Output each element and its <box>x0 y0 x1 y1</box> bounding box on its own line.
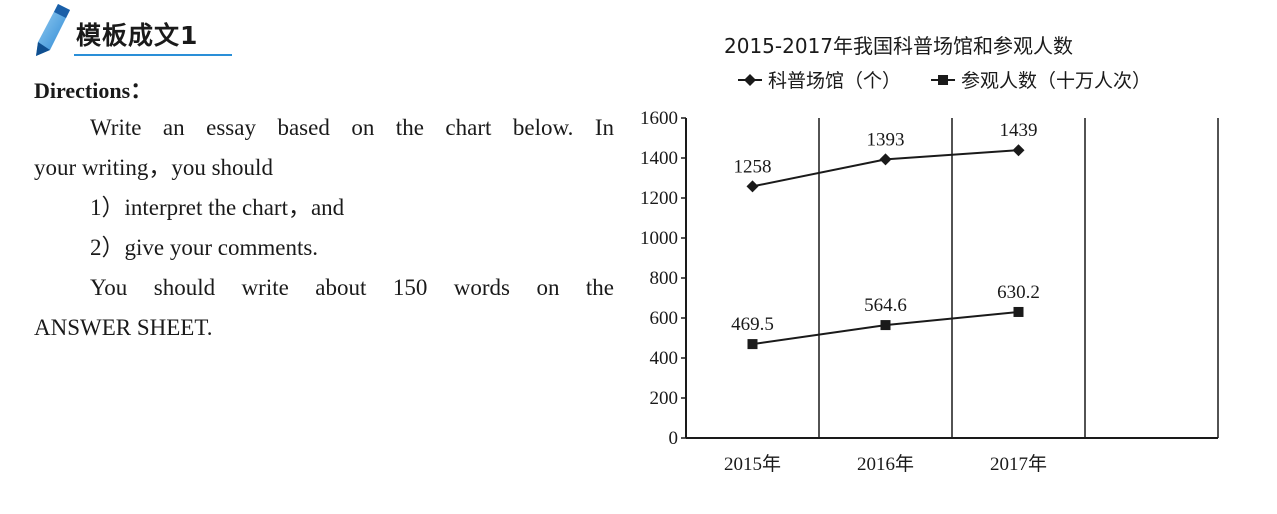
y-tick-label-800: 800 <box>650 268 679 289</box>
directions-line-6: ANSWER SHEET. <box>34 315 213 340</box>
y-tick-label-400: 400 <box>650 348 679 369</box>
legend-label-1: 科普场馆（个） <box>768 70 901 92</box>
series-1-point-2 <box>879 153 892 166</box>
directions-line-5: You should write about 150 words on the <box>90 275 614 300</box>
directions-item-1: 1）interpret the chart，and <box>90 195 345 220</box>
series-1-data-label-1: 1258 <box>734 156 772 177</box>
series-1-data-label-3: 1439 <box>1000 120 1038 141</box>
series-2-point-2 <box>880 320 891 331</box>
x-tick-label-1: 2015年 <box>724 453 781 475</box>
title-underline <box>74 54 232 56</box>
y-tick-label-1600: 1600 <box>640 108 678 129</box>
series-1-point-3 <box>1012 144 1025 157</box>
y-tick-label-600: 600 <box>650 308 679 329</box>
legend-marker-1 <box>744 74 756 86</box>
series-2-data-label-1: 469.5 <box>731 314 774 335</box>
section-title: 模板成文1 <box>76 21 199 50</box>
directions-line-1: Write an essay based on the chart below.… <box>90 115 614 140</box>
legend-label-2: 参观人数（十万人次） <box>961 70 1151 92</box>
series-2-point-1 <box>747 339 758 350</box>
directions-label-text: Directions <box>34 78 131 103</box>
y-tick-label-0: 0 <box>669 428 679 449</box>
y-tick-label-200: 200 <box>650 388 679 409</box>
directions-line-2: your writing，you should <box>34 155 273 180</box>
series-2-data-label-2: 564.6 <box>864 295 907 316</box>
x-tick-label-2: 2016年 <box>857 453 914 475</box>
directions-item-2: 2）give your comments. <box>90 235 319 260</box>
section-header: 模板成文1 <box>28 2 238 58</box>
series-1-data-label-2: 1393 <box>867 129 905 150</box>
directions-label: Directions： <box>34 73 152 105</box>
directions-label-suffix: ： <box>130 78 153 103</box>
chart-title: 2015-2017年我国科普场馆和参观人数 <box>724 34 1074 58</box>
series-1-point-1 <box>746 180 759 193</box>
series-2-data-label-3: 630.2 <box>997 282 1040 303</box>
series-2-point-3 <box>1013 306 1024 317</box>
legend-marker-2 <box>938 75 949 85</box>
pencil-icon <box>36 4 70 56</box>
line-chart: 科普场馆（个） 参观人数（十万人次） 0 200 400 600 800 1000 1200 14… <box>640 70 1219 475</box>
x-tick-label-3: 2017年 <box>990 453 1047 475</box>
y-tick-label-1000: 1000 <box>640 228 678 249</box>
y-tick-label-1200: 1200 <box>640 188 678 209</box>
y-tick-label-1400: 1400 <box>640 148 678 169</box>
